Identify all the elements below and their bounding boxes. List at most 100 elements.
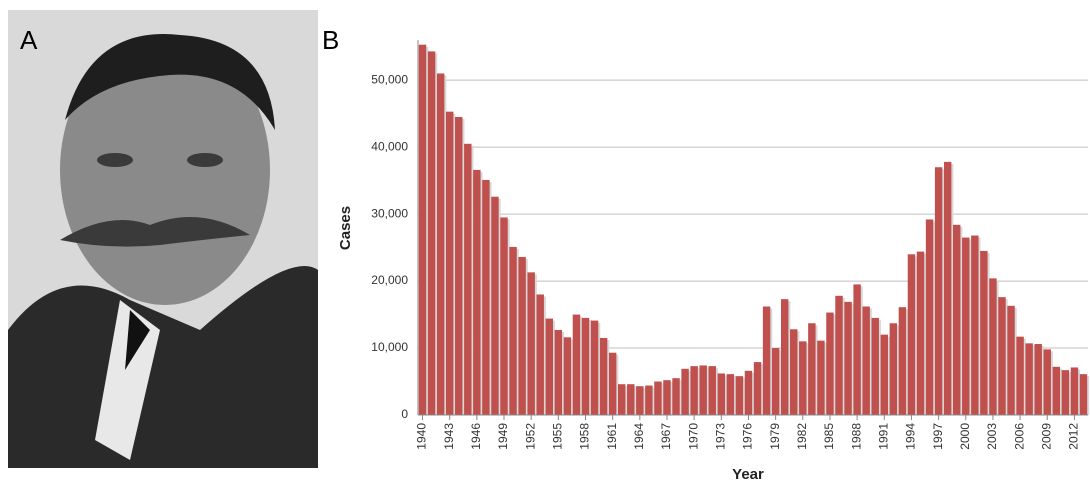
x-tick-label: 1970 bbox=[686, 423, 700, 450]
bar bbox=[609, 353, 616, 415]
bar bbox=[799, 341, 806, 415]
bar bbox=[699, 365, 706, 415]
x-tick-label: 2012 bbox=[1067, 423, 1081, 450]
x-tick-label: 1976 bbox=[741, 423, 755, 450]
bar bbox=[1025, 343, 1032, 415]
bar bbox=[537, 294, 544, 415]
bar bbox=[1016, 337, 1023, 415]
bar bbox=[989, 278, 996, 415]
y-tick-label: 20,000 bbox=[371, 273, 408, 287]
bar bbox=[844, 302, 851, 415]
x-tick-label: 1940 bbox=[415, 423, 429, 450]
x-tick-label: 2009 bbox=[1039, 423, 1053, 450]
bar bbox=[899, 307, 906, 415]
bar bbox=[835, 296, 842, 415]
bar bbox=[591, 321, 598, 415]
bar bbox=[727, 374, 734, 415]
x-tick-label: 1961 bbox=[605, 423, 619, 450]
bar bbox=[1080, 374, 1087, 415]
bar bbox=[881, 335, 888, 415]
bar bbox=[917, 252, 924, 415]
x-tick-label: 1994 bbox=[904, 423, 918, 450]
bar bbox=[491, 197, 498, 415]
bar bbox=[473, 170, 480, 415]
y-axis-title: Cases bbox=[337, 206, 354, 250]
x-tick-label: 1985 bbox=[822, 423, 836, 450]
bar bbox=[1007, 306, 1014, 415]
bar bbox=[636, 386, 643, 415]
panel-label: A bbox=[20, 25, 38, 55]
bar bbox=[853, 284, 860, 415]
bar bbox=[681, 369, 688, 415]
bar bbox=[600, 338, 607, 415]
x-tick-label: 1958 bbox=[578, 423, 592, 450]
x-tick-label: 1949 bbox=[496, 423, 510, 450]
x-tick-label: 1952 bbox=[523, 423, 537, 450]
bar bbox=[1071, 367, 1078, 415]
y-tick-label: 30,000 bbox=[371, 206, 408, 220]
bar bbox=[862, 307, 869, 415]
y-tick-label: 50,000 bbox=[371, 72, 408, 86]
bar bbox=[564, 337, 571, 415]
x-tick-label: 2003 bbox=[985, 423, 999, 450]
bar bbox=[962, 238, 969, 415]
x-axis-title: Year bbox=[732, 466, 764, 483]
bar bbox=[582, 318, 589, 415]
bar bbox=[509, 247, 516, 415]
bar bbox=[690, 366, 697, 415]
bar bbox=[546, 319, 553, 415]
bar bbox=[437, 73, 444, 415]
x-tick-label: 1946 bbox=[469, 423, 483, 450]
bar bbox=[518, 257, 525, 415]
bar bbox=[672, 378, 679, 415]
x-tick-label: 2006 bbox=[1012, 423, 1026, 450]
bar bbox=[446, 112, 453, 415]
bar bbox=[482, 180, 489, 415]
y-tick-label: 0 bbox=[401, 407, 408, 421]
figure: A B Cases Year 010,00020,00030,00040,000… bbox=[0, 0, 1090, 484]
bar bbox=[1062, 370, 1069, 415]
bar bbox=[772, 348, 779, 415]
bar bbox=[555, 330, 562, 415]
x-tick-label: 1955 bbox=[551, 423, 565, 450]
bar bbox=[455, 117, 462, 415]
portrait-photo bbox=[8, 10, 318, 468]
bar bbox=[627, 384, 634, 415]
bar bbox=[926, 219, 933, 415]
bar bbox=[1044, 349, 1051, 415]
bar bbox=[709, 366, 716, 415]
x-tick-label: 1943 bbox=[442, 423, 456, 450]
bar bbox=[754, 362, 761, 415]
bar bbox=[464, 144, 471, 415]
bar bbox=[944, 162, 951, 415]
bar bbox=[428, 51, 435, 415]
bar bbox=[998, 297, 1005, 415]
x-tick-label: 1979 bbox=[768, 423, 782, 450]
x-tick-label: 1988 bbox=[849, 423, 863, 450]
x-tick-label: 1991 bbox=[876, 423, 890, 450]
bar bbox=[971, 236, 978, 415]
x-tick-label: 1982 bbox=[795, 423, 809, 450]
bar bbox=[781, 299, 788, 415]
bar bbox=[1034, 344, 1041, 415]
bar bbox=[935, 167, 942, 415]
x-tick-label: 1973 bbox=[713, 423, 727, 450]
bar bbox=[890, 323, 897, 415]
panel-label: B bbox=[322, 25, 339, 55]
bar bbox=[790, 329, 797, 415]
bar bbox=[573, 315, 580, 415]
x-tick-label: 1997 bbox=[931, 423, 945, 450]
bar bbox=[808, 323, 815, 415]
bar bbox=[500, 217, 507, 415]
bar bbox=[663, 380, 670, 415]
bar bbox=[718, 373, 725, 415]
bar bbox=[419, 45, 426, 415]
x-tick-label: 2000 bbox=[958, 423, 972, 450]
y-tick-label: 10,000 bbox=[371, 340, 408, 354]
bar bbox=[980, 251, 987, 415]
bar bbox=[645, 386, 652, 415]
bar bbox=[872, 318, 879, 415]
x-tick-label: 1964 bbox=[632, 423, 646, 450]
bar bbox=[654, 382, 661, 415]
bar bbox=[817, 341, 824, 415]
